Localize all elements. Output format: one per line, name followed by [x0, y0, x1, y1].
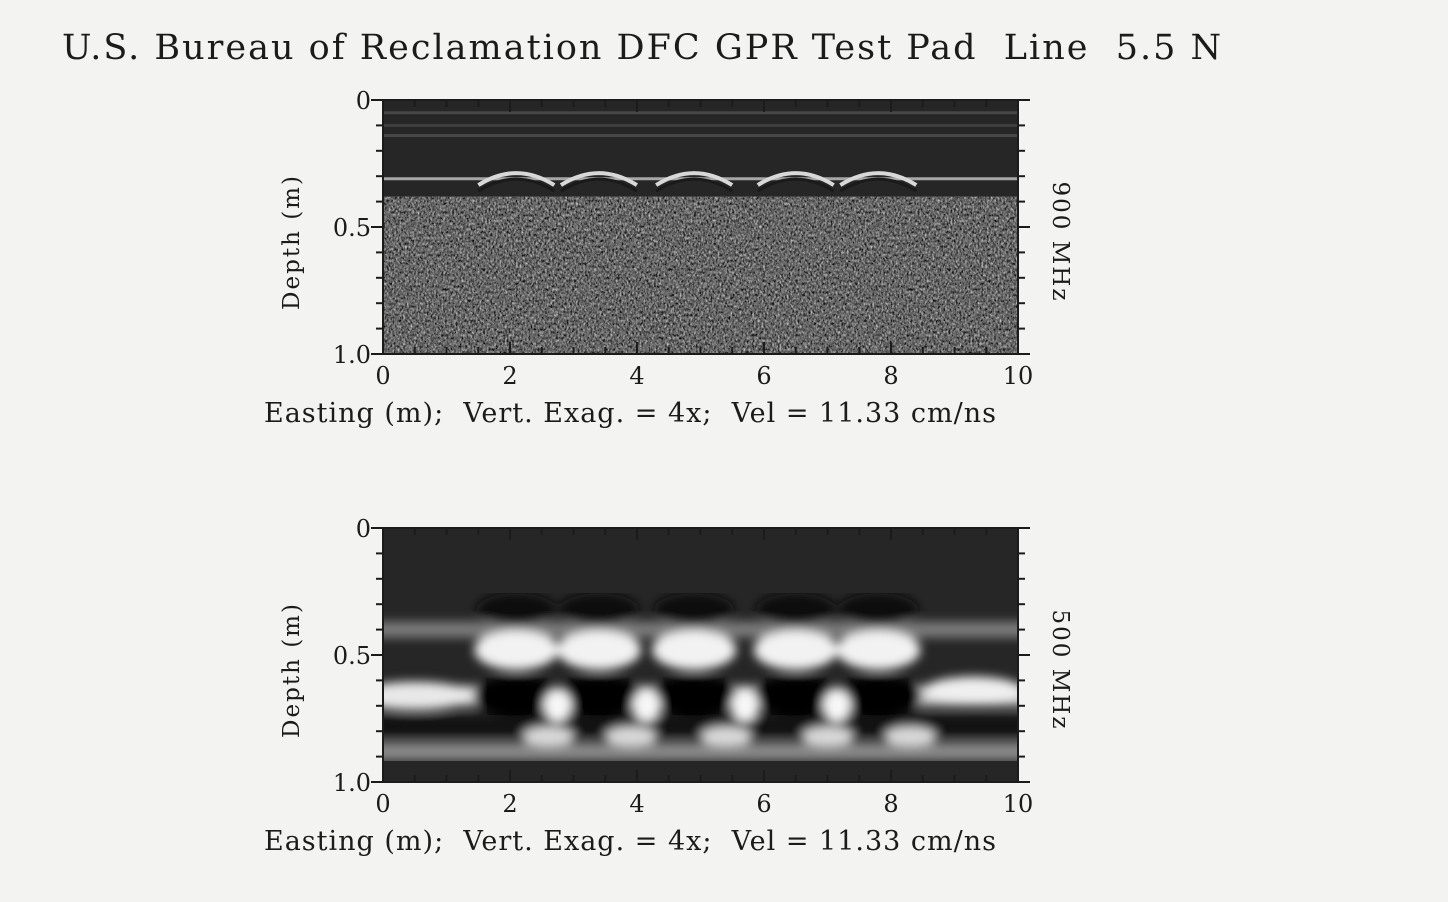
hyperbola-shadow-1 — [560, 177, 638, 193]
x-tick-label: 2 — [502, 790, 517, 818]
lower-lobe-2 — [700, 726, 753, 747]
y-axis-label-900: Depth (m) — [279, 174, 305, 310]
y-tick-label: 0.5 — [333, 642, 371, 670]
x-tick-label: 4 — [629, 790, 644, 818]
x-tick-label: 8 — [883, 362, 898, 390]
gpr-panel-900: 0 2 4 6 8 10 0 0.5 1.0 Depth (m) 900 MHz Easting… — [0, 80, 1448, 460]
y-tick-label: 0 — [356, 87, 371, 115]
x-tick-label: 10 — [1003, 362, 1034, 390]
dark-lobe-3 — [751, 675, 840, 716]
dark-cap-1 — [558, 593, 639, 626]
x-tick-label: 6 — [756, 362, 771, 390]
x-tick-label: 10 — [1003, 790, 1034, 818]
dark-lobe-1 — [554, 675, 643, 716]
hyperbola-1 — [559, 171, 638, 187]
noise-texture — [383, 196, 1018, 354]
y-axis-label-500: Depth (m) — [279, 602, 305, 738]
x-tick-label: 2 — [502, 362, 517, 390]
band-3 — [383, 742, 1018, 761]
dark-lobe-0 — [472, 675, 561, 716]
lower-lobe-3 — [801, 726, 854, 747]
edge-lobe-right — [923, 676, 1018, 705]
hyperbola-shadow-2 — [655, 177, 733, 193]
hyperbola-shadow-0 — [477, 177, 556, 193]
diamond-0 — [543, 689, 572, 722]
bright-lobe-0 — [474, 629, 559, 670]
x-tick-label: 4 — [629, 362, 644, 390]
lower-lobe-0 — [522, 726, 575, 747]
dark-cap-4 — [838, 593, 919, 626]
lower-lobe-1 — [604, 726, 657, 747]
hyperbola-4 — [839, 171, 918, 187]
bright-lobe-3 — [753, 629, 838, 670]
diamond-2 — [730, 689, 759, 722]
x-axis-caption-500: Easting (m); Vert. Exag. = 4x; Vel = 11.… — [264, 826, 997, 857]
y-tick-label: 1.0 — [333, 341, 371, 369]
hyperbola-shadow-4 — [839, 177, 918, 193]
figure-title: U.S. Bureau of Reclamation DFC GPR Test … — [62, 28, 1224, 68]
diamond-3 — [823, 689, 852, 722]
y-tick-label: 0 — [356, 515, 371, 543]
dark-cap-0 — [476, 593, 557, 626]
hyperbola-2 — [655, 171, 734, 187]
hyperbola-3 — [756, 171, 835, 187]
reflection-blobs — [383, 593, 1018, 761]
diamond-1 — [632, 689, 661, 722]
radargram-500-svg: 0 2 4 6 8 10 0 0.5 1.0 — [333, 515, 1034, 818]
frequency-label-500: 500 MHz — [1047, 609, 1073, 731]
x-axis-caption-900: Easting (m); Vert. Exag. = 4x; Vel = 11.… — [264, 398, 997, 429]
dark-lobe-2 — [650, 675, 739, 716]
dark-cap-2 — [654, 593, 735, 626]
edge-lobe-left — [383, 681, 475, 710]
radargram-image — [383, 100, 1018, 354]
bright-lobe-2 — [652, 629, 737, 670]
frequency-label-900: 900 MHz — [1047, 181, 1073, 303]
x-tick-label: 8 — [883, 790, 898, 818]
radargram-image — [383, 528, 1018, 782]
hyperbola-0 — [477, 171, 556, 187]
bright-lobe-4 — [836, 629, 921, 670]
gpr-panel-500: 0 2 4 6 8 10 0 0.5 1.0 Depth (m) 500 MHz Easting… — [0, 508, 1448, 888]
lower-lobe-4 — [884, 726, 937, 747]
y-tick-label: 1.0 — [333, 769, 371, 797]
y-tick-label: 0.5 — [333, 214, 371, 242]
x-tick-label: 0 — [375, 362, 390, 390]
x-tick-label: 6 — [756, 790, 771, 818]
dark-lobe-4 — [834, 675, 923, 716]
radargram-900-svg: 0 2 4 6 8 10 0 0.5 1.0 — [333, 87, 1034, 390]
hyperbola-shadow-3 — [756, 177, 835, 193]
bright-lobe-1 — [556, 629, 641, 670]
dark-cap-3 — [755, 593, 836, 626]
x-tick-label: 0 — [375, 790, 390, 818]
